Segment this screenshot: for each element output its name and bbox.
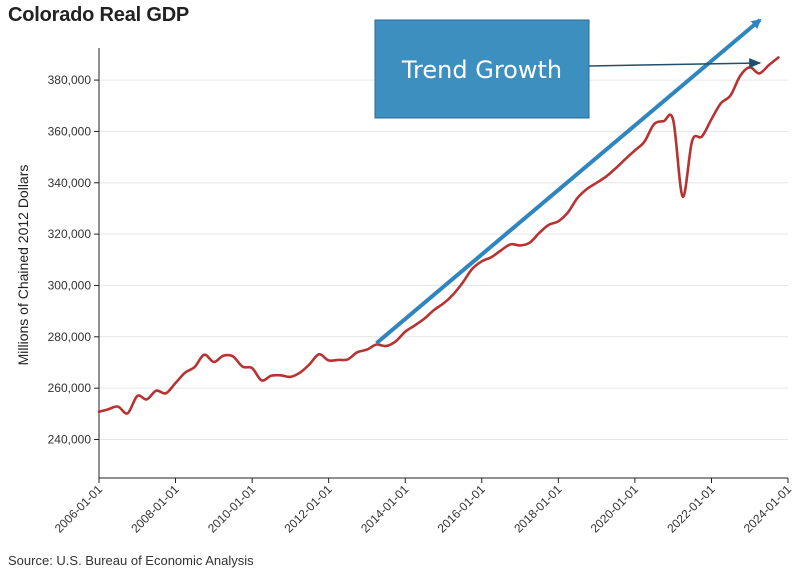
annotation-pointer-arrow [588, 58, 762, 69]
y-tick-label: 280,000 [48, 330, 92, 344]
y-axis-ticks: 240,000 260,000 280,000 300,000 320,000 340,0… [48, 73, 99, 446]
y-tick-label: 360,000 [48, 124, 92, 138]
x-tick-label: 2006-01-01 [52, 482, 106, 536]
gdp-series-line [97, 56, 780, 415]
chart-title: Colorado Real GDP [8, 4, 190, 26]
x-tick-label: 2012-01-01 [281, 482, 335, 536]
y-axis-label: Millions of Chained 2012 Dollars [15, 165, 31, 366]
trend-growth-box [374, 19, 590, 119]
x-tick-label: 2014-01-01 [358, 482, 412, 536]
y-tick-label: 300,000 [48, 278, 92, 292]
x-tick-label: 2008-01-01 [128, 482, 182, 536]
y-tick-label: 340,000 [48, 176, 92, 190]
x-tick-label: 2016-01-01 [435, 482, 489, 536]
y-tick-label: 240,000 [48, 432, 92, 446]
trend-growth-label: Trend Growth [401, 56, 562, 84]
y-tick-label: 380,000 [48, 73, 92, 87]
trend-growth-arrow [375, 18, 762, 345]
grid-lines [99, 79, 788, 440]
x-tick-label: 2022-01-01 [664, 482, 718, 536]
x-tick-label: 2024-01-01 [741, 482, 795, 536]
source-note: Source: U.S. Bureau of Economic Analysis [8, 553, 254, 568]
y-tick-label: 320,000 [48, 227, 92, 241]
trend-annotation: Trend Growth [374, 18, 762, 345]
x-tick-label: 2020-01-01 [588, 482, 642, 536]
x-tick-label: 2010-01-01 [205, 482, 259, 536]
y-tick-label: 260,000 [48, 381, 92, 395]
x-axis-ticks: 2006-01-01 2008-01-01 2010-01-01 2012-01-01… [52, 478, 795, 536]
x-tick-label: 2018-01-01 [511, 482, 565, 536]
